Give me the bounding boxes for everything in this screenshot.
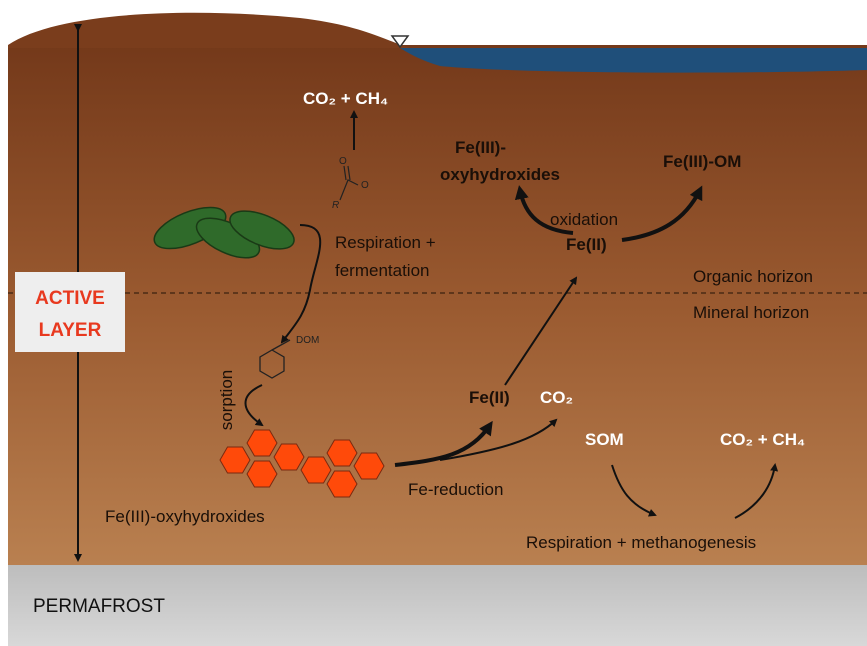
label: CO₂ + CH₄ — [720, 430, 805, 449]
arrow — [244, 384, 264, 427]
label: Respiration + methanogenesis — [526, 533, 756, 552]
hexagon — [300, 456, 332, 484]
arrow — [439, 418, 558, 461]
arrow — [734, 463, 779, 519]
molecule-atom: O — [339, 156, 347, 167]
label: Respiration + — [335, 233, 436, 252]
label: sorption — [217, 370, 236, 430]
arrow — [514, 185, 574, 235]
label: CO₂ + CH₄ — [303, 89, 388, 108]
arrow — [394, 420, 493, 467]
active-layer-soil — [8, 45, 867, 565]
molecule-atom: R — [332, 200, 339, 211]
hexagon — [273, 443, 305, 471]
active-layer-label: ACTIVE — [35, 288, 105, 309]
label: SOM — [585, 430, 624, 449]
molecule-atom: O — [361, 180, 369, 191]
hexagon — [353, 452, 385, 480]
label: Organic horizon — [693, 267, 813, 286]
leaves — [153, 206, 295, 259]
hexagon — [246, 429, 278, 457]
arrow — [504, 276, 578, 386]
hexagon — [219, 446, 251, 474]
hill — [8, 12, 410, 48]
label: oxyhydroxides — [440, 165, 560, 184]
label: Fe(II) — [566, 235, 607, 254]
active-layer-box — [15, 272, 125, 352]
label: CO₂ — [540, 388, 573, 407]
label: fermentation — [335, 261, 430, 280]
water — [400, 48, 867, 73]
arrow — [280, 224, 322, 344]
label: Fe(III)-OM — [663, 152, 741, 171]
arrow — [611, 464, 657, 517]
arrow — [621, 185, 703, 242]
label: Fe(III)- — [455, 138, 506, 157]
hexagon — [326, 470, 358, 498]
dom-label: DOM — [296, 335, 319, 346]
iron-oxide-crystals — [219, 429, 385, 498]
label: Mineral horizon — [693, 303, 809, 322]
permafrost-band — [8, 565, 867, 646]
carboxyl-molecule — [339, 165, 359, 201]
hexagon — [326, 439, 358, 467]
label: Fe(II) — [469, 388, 510, 407]
permafrost-label: PERMAFROST — [33, 596, 165, 617]
water-table-marker — [390, 35, 410, 49]
hexagon — [246, 460, 278, 488]
label: Fe-reduction — [408, 480, 503, 499]
label: Fe(III)-oxyhydroxides — [105, 507, 265, 526]
active-layer-label: LAYER — [39, 320, 102, 341]
label: oxidation — [550, 210, 618, 229]
